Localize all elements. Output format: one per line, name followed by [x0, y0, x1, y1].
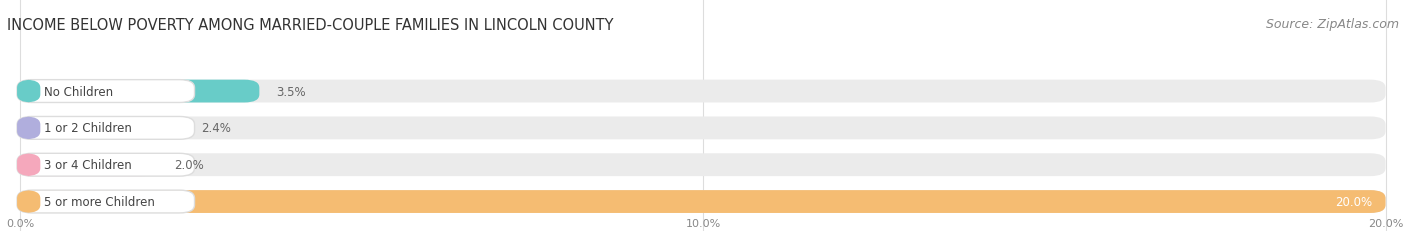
FancyBboxPatch shape	[17, 154, 194, 176]
FancyBboxPatch shape	[17, 117, 41, 140]
Text: INCOME BELOW POVERTY AMONG MARRIED-COUPLE FAMILIES IN LINCOLN COUNTY: INCOME BELOW POVERTY AMONG MARRIED-COUPL…	[7, 18, 613, 33]
FancyBboxPatch shape	[21, 80, 259, 103]
Text: 1 or 2 Children: 1 or 2 Children	[44, 122, 132, 135]
FancyBboxPatch shape	[17, 80, 41, 103]
FancyBboxPatch shape	[21, 80, 1385, 103]
Text: 3 or 4 Children: 3 or 4 Children	[44, 158, 132, 171]
Text: 5 or more Children: 5 or more Children	[44, 195, 155, 208]
FancyBboxPatch shape	[17, 80, 194, 103]
FancyBboxPatch shape	[17, 190, 194, 213]
Text: 20.0%: 20.0%	[1368, 218, 1403, 228]
FancyBboxPatch shape	[21, 154, 157, 176]
FancyBboxPatch shape	[21, 190, 1385, 213]
Text: 2.0%: 2.0%	[174, 158, 204, 171]
FancyBboxPatch shape	[21, 117, 184, 140]
FancyBboxPatch shape	[17, 154, 41, 176]
Text: 10.0%: 10.0%	[685, 218, 721, 228]
FancyBboxPatch shape	[21, 190, 1385, 213]
Text: No Children: No Children	[44, 85, 112, 98]
FancyBboxPatch shape	[21, 154, 1385, 176]
Text: Source: ZipAtlas.com: Source: ZipAtlas.com	[1267, 18, 1399, 31]
Text: 2.4%: 2.4%	[201, 122, 231, 135]
FancyBboxPatch shape	[17, 190, 41, 213]
FancyBboxPatch shape	[21, 117, 1385, 140]
Text: 3.5%: 3.5%	[277, 85, 307, 98]
Text: 0.0%: 0.0%	[7, 218, 35, 228]
Text: 20.0%: 20.0%	[1334, 195, 1372, 208]
FancyBboxPatch shape	[17, 117, 194, 140]
